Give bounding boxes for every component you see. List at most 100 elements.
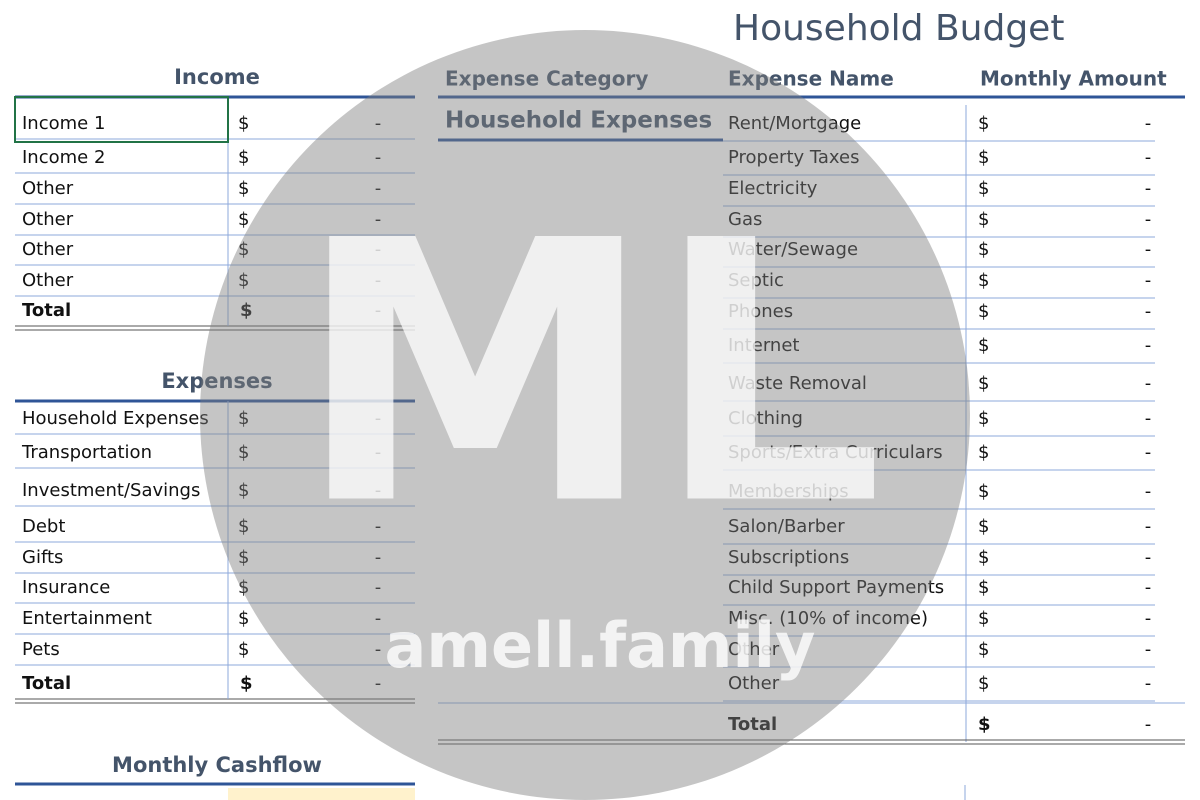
expense-name: Gas — [728, 209, 762, 230]
amount: - — [1145, 408, 1152, 429]
amount: - — [1145, 270, 1152, 291]
amount: - — [1145, 608, 1152, 629]
amount: - — [375, 639, 382, 660]
amount: - — [1145, 373, 1152, 394]
section-heading: Monthly Cashflow — [112, 753, 322, 777]
expense-name: Clothing — [728, 408, 803, 429]
amount: - — [1145, 577, 1152, 598]
highlight-cell — [228, 788, 415, 800]
currency: $ — [978, 481, 989, 502]
currency: $ — [978, 209, 989, 230]
currency: $ — [978, 239, 989, 260]
expense-name: Septic — [728, 270, 784, 291]
column-header: Monthly Amount — [980, 67, 1167, 91]
currency: $ — [978, 147, 989, 168]
currency: $ — [978, 408, 989, 429]
row-label: Other — [22, 209, 74, 230]
currency: $ — [978, 113, 989, 134]
expense-name: Property Taxes — [728, 147, 859, 168]
currency: $ — [238, 639, 249, 660]
expense-name: Other — [728, 673, 780, 694]
total-currency: $ — [240, 300, 253, 321]
currency: $ — [978, 270, 989, 291]
expense-name: Child Support Payments — [728, 577, 944, 598]
currency: $ — [978, 335, 989, 356]
amount: - — [1145, 335, 1152, 356]
currency: $ — [238, 113, 249, 134]
row-label: Income 1 — [22, 113, 105, 134]
expense-name: Sports/Extra Curriculars — [728, 442, 943, 463]
currency: $ — [238, 408, 249, 429]
amount: - — [1145, 178, 1152, 199]
total-label: Total — [22, 673, 71, 694]
currency: $ — [238, 147, 249, 168]
expense-name: Water/Sewage — [728, 239, 858, 260]
currency: $ — [978, 577, 989, 598]
expense-name: Phones — [728, 301, 793, 322]
total-amount: - — [375, 300, 382, 321]
amount: - — [1145, 639, 1152, 660]
expense-name: Misc. (10% of income) — [728, 608, 928, 629]
currency: $ — [238, 516, 249, 537]
column-header: Expense Name — [728, 67, 894, 91]
watermark-site: amell.family — [385, 609, 816, 682]
amount: - — [375, 239, 382, 260]
expense-name: Waste Removal — [728, 373, 867, 394]
category-name: Household Expenses — [445, 108, 712, 134]
currency: $ — [238, 442, 249, 463]
row-label: Transportation — [21, 442, 152, 463]
amount: - — [375, 270, 382, 291]
currency: $ — [238, 270, 249, 291]
currency: $ — [978, 442, 989, 463]
currency: $ — [978, 178, 989, 199]
currency: $ — [238, 608, 249, 629]
total-label: Total — [22, 300, 71, 321]
currency: $ — [978, 301, 989, 322]
total-amount: - — [1145, 714, 1152, 735]
row-label: Income 2 — [22, 147, 105, 168]
amount: - — [1145, 481, 1152, 502]
currency: $ — [978, 673, 989, 694]
expense-name: Rent/Mortgage — [728, 113, 861, 134]
amount: - — [375, 608, 382, 629]
watermark-logo: ML — [296, 164, 884, 583]
currency: $ — [238, 209, 249, 230]
total-currency: $ — [240, 673, 253, 694]
amount: - — [375, 442, 382, 463]
expense-name: Electricity — [728, 178, 818, 199]
row-label: Household Expenses — [22, 408, 209, 429]
row-label: Other — [22, 239, 74, 260]
currency: $ — [978, 639, 989, 660]
expense-name: Salon/Barber — [728, 516, 845, 537]
amount: - — [1145, 209, 1152, 230]
selected-cell — [14, 96, 229, 143]
expense-name: Internet — [728, 335, 799, 356]
watermark-circle — [200, 30, 970, 800]
amount: - — [1145, 673, 1152, 694]
currency: $ — [978, 547, 989, 568]
column-header: Expense Category — [445, 67, 648, 91]
section-heading: Income — [174, 65, 260, 89]
expense-name: Subscriptions — [728, 547, 849, 568]
amount: - — [375, 408, 382, 429]
amount: - — [1145, 239, 1152, 260]
row-label: Investment/Savings — [22, 480, 200, 501]
row-label: Entertainment — [22, 608, 152, 629]
amount: - — [375, 178, 382, 199]
currency: $ — [978, 608, 989, 629]
currency: $ — [978, 516, 989, 537]
currency: $ — [238, 547, 249, 568]
expense-name: Memberships — [728, 481, 849, 502]
expense-name: Other — [728, 639, 780, 660]
currency: $ — [978, 373, 989, 394]
section-heading: Expenses — [161, 369, 272, 393]
amount: - — [375, 547, 382, 568]
amount: - — [375, 209, 382, 230]
amount: - — [375, 516, 382, 537]
amount: - — [1145, 516, 1152, 537]
row-label: Gifts — [22, 547, 63, 568]
amount: - — [1145, 547, 1152, 568]
page-title: Household Budget — [733, 8, 1064, 49]
row-label: Debt — [22, 516, 65, 537]
